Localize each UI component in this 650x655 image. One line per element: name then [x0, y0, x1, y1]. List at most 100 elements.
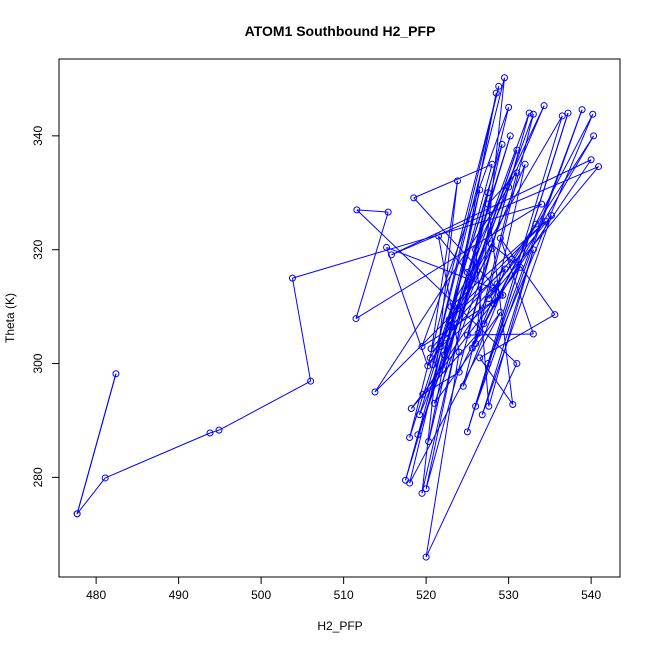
data-point: [73, 510, 81, 518]
y-tick-label: 340: [31, 126, 45, 146]
data-point: [437, 342, 445, 350]
data-point: [484, 189, 492, 197]
data-point: [440, 351, 448, 359]
series-segment: [432, 86, 500, 365]
series-segment: [409, 86, 500, 438]
series-segment: [105, 432, 211, 479]
series-segment: [481, 215, 552, 415]
series-segment: [487, 114, 594, 364]
data-point: [476, 354, 484, 362]
data-point: [416, 411, 424, 419]
data-point: [496, 234, 504, 242]
data-point: [480, 320, 488, 328]
series-segment: [391, 166, 599, 256]
data-point: [468, 344, 476, 352]
x-tick-label: 510: [334, 588, 354, 602]
data-point: [487, 240, 495, 248]
series-segment: [444, 283, 498, 339]
data-point: [463, 268, 471, 276]
data-point: [490, 300, 498, 308]
data-point: [488, 245, 496, 253]
series-segment: [499, 238, 534, 335]
series-segment: [440, 105, 545, 347]
data-point: [383, 243, 391, 251]
series-segment: [429, 248, 493, 359]
data-point: [353, 206, 361, 214]
data-point: [445, 316, 453, 324]
series-segment: [475, 105, 545, 250]
y-tick-label: 300: [31, 353, 45, 373]
series-segment: [374, 220, 547, 393]
series-segment: [76, 373, 117, 514]
data-point: [215, 426, 223, 434]
data-point: [453, 177, 461, 185]
series-segment: [488, 166, 599, 299]
data-point: [414, 431, 422, 439]
data-point: [501, 265, 509, 273]
data-point: [419, 390, 427, 398]
x-tick-label: 520: [416, 588, 436, 602]
series-segment: [356, 209, 518, 364]
series-segment: [462, 295, 501, 387]
data-point: [427, 345, 435, 353]
data-point: [538, 200, 546, 208]
data-point: [589, 110, 597, 118]
data-point: [499, 291, 507, 299]
series-segment: [430, 259, 513, 350]
series-segment: [421, 294, 504, 347]
data-point: [447, 323, 455, 331]
data-point: [384, 208, 392, 216]
series-segment: [466, 112, 530, 336]
series-segment: [355, 211, 389, 319]
data-point: [513, 360, 521, 368]
data-point: [513, 169, 521, 177]
data-point: [551, 311, 559, 319]
data-point: [508, 255, 516, 263]
series-segment: [475, 109, 583, 407]
data-point: [506, 132, 514, 140]
data-point: [516, 263, 524, 271]
data-point: [484, 200, 492, 208]
data-point: [564, 109, 572, 117]
data-point: [410, 194, 418, 202]
data-point: [488, 160, 496, 168]
data-point: [525, 109, 533, 117]
data-point: [595, 163, 603, 171]
series-segment: [433, 248, 493, 404]
series-segment: [458, 333, 479, 373]
series-segment: [291, 278, 312, 382]
x-tick-label: 530: [499, 588, 519, 602]
series-segment: [218, 380, 311, 431]
data-point: [307, 377, 315, 385]
data-point: [472, 402, 480, 410]
series-segment: [356, 209, 389, 213]
data-point: [540, 102, 548, 110]
data-point: [439, 365, 447, 373]
data-point: [387, 251, 395, 259]
data-point: [429, 361, 437, 369]
series-segment: [487, 172, 518, 205]
data-point: [422, 553, 430, 561]
data-point: [484, 360, 492, 368]
data-point: [206, 429, 214, 437]
data-point: [463, 331, 471, 339]
chart-title: ATOM1 Southbound H2_PFP: [245, 23, 436, 39]
data-point: [489, 284, 497, 292]
series-segment: [76, 477, 106, 515]
series-segment: [483, 113, 594, 324]
data-point: [513, 146, 521, 154]
x-axis-label: H2_PFP: [317, 619, 362, 633]
data-point: [492, 89, 500, 97]
data-point: [430, 399, 438, 407]
data-point: [529, 110, 537, 118]
series-segment: [481, 249, 534, 415]
data-point: [529, 246, 537, 254]
series-segment: [475, 77, 505, 344]
y-axis-label: Theta (K): [3, 293, 17, 343]
series-segment: [448, 243, 492, 320]
plot-area: 480 490 500 510 520 530 540 280 300 320 340: [31, 58, 621, 602]
series-segment: [386, 247, 429, 366]
data-point: [548, 212, 556, 220]
